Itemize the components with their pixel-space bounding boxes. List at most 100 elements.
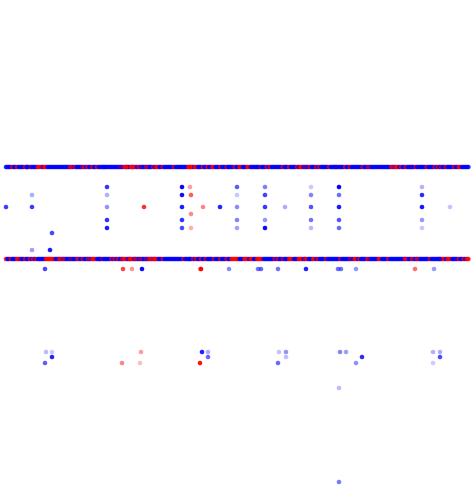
blue-point: [275, 360, 281, 366]
blue-point: [308, 225, 314, 231]
blue-point: [179, 225, 185, 231]
blue-point: [205, 354, 211, 360]
red-point: [390, 164, 396, 170]
blue-point: [303, 266, 309, 272]
blue-point: [225, 164, 231, 170]
blue-point: [262, 192, 268, 198]
blue-point: [255, 164, 261, 170]
red-point: [85, 256, 91, 262]
red-point: [123, 256, 129, 262]
red-point: [60, 256, 66, 262]
red-point: [302, 256, 308, 262]
blue-point: [49, 349, 55, 355]
red-point: [67, 256, 73, 262]
red-point: [148, 256, 154, 262]
red-point: [409, 256, 415, 262]
red-point: [187, 184, 193, 190]
blue-point: [437, 256, 443, 262]
red-point: [119, 360, 125, 366]
blue-point: [258, 266, 264, 272]
red-point: [365, 164, 371, 170]
red-point: [412, 266, 418, 272]
blue-point: [226, 266, 232, 272]
blue-point: [333, 164, 339, 170]
blue-point: [431, 266, 437, 272]
blue-point: [437, 164, 443, 170]
red-point: [129, 164, 135, 170]
blue-point: [275, 266, 281, 272]
red-point: [132, 256, 138, 262]
blue-point: [276, 349, 282, 355]
blue-point: [437, 354, 443, 360]
blue-point: [179, 217, 185, 223]
blue-point: [347, 256, 353, 262]
red-point: [414, 256, 420, 262]
blue-point: [42, 266, 48, 272]
blue-point: [3, 204, 9, 210]
blue-point: [308, 204, 314, 210]
red-point: [137, 164, 143, 170]
red-point: [143, 256, 149, 262]
blue-point: [283, 349, 289, 355]
blue-point: [97, 256, 103, 262]
red-point: [127, 256, 133, 262]
blue-point: [336, 479, 342, 485]
red-point: [152, 256, 158, 262]
blue-point: [419, 225, 425, 231]
blue-point: [262, 217, 268, 223]
blue-point: [336, 204, 342, 210]
blue-point: [337, 349, 343, 355]
band-point: [466, 256, 471, 262]
blue-point: [179, 204, 185, 210]
blue-point: [419, 184, 425, 190]
red-point: [197, 360, 203, 366]
blue-point: [205, 349, 211, 355]
blue-point: [217, 204, 223, 210]
band-point: [466, 164, 471, 170]
blue-point: [179, 192, 185, 198]
blue-point: [29, 204, 35, 210]
blue-point: [308, 192, 314, 198]
blue-point: [104, 225, 110, 231]
red-point: [137, 360, 143, 366]
red-point: [56, 256, 62, 262]
blue-point: [430, 360, 436, 366]
scatter-points-layer: [3, 164, 453, 485]
blue-point: [29, 192, 35, 198]
red-point: [119, 256, 125, 262]
red-point: [365, 256, 371, 262]
blue-point: [234, 217, 240, 223]
blue-point: [437, 349, 443, 355]
red-point: [143, 164, 149, 170]
blue-point: [262, 225, 268, 231]
blue-point: [283, 354, 289, 360]
blue-point: [104, 217, 110, 223]
blue-point: [336, 217, 342, 223]
blue-point: [43, 349, 49, 355]
red-point: [297, 256, 303, 262]
blue-point: [336, 192, 342, 198]
blue-point: [17, 256, 23, 262]
blue-point: [234, 184, 240, 190]
blue-point: [353, 360, 359, 366]
blue-point: [139, 266, 145, 272]
blue-point: [178, 164, 184, 170]
blue-point: [262, 204, 268, 210]
blue-point: [353, 266, 359, 272]
blue-point: [187, 256, 193, 262]
blue-point: [343, 349, 349, 355]
dense-band-layer: [3, 164, 471, 262]
red-point: [67, 164, 73, 170]
blue-point: [49, 354, 55, 360]
blue-point: [29, 247, 35, 253]
blue-point: [308, 217, 314, 223]
blue-point: [359, 354, 365, 360]
red-point: [74, 256, 80, 262]
blue-point: [338, 266, 344, 272]
blue-point: [101, 164, 107, 170]
blue-point: [199, 349, 205, 355]
red-point: [141, 204, 147, 210]
red-point: [123, 164, 129, 170]
